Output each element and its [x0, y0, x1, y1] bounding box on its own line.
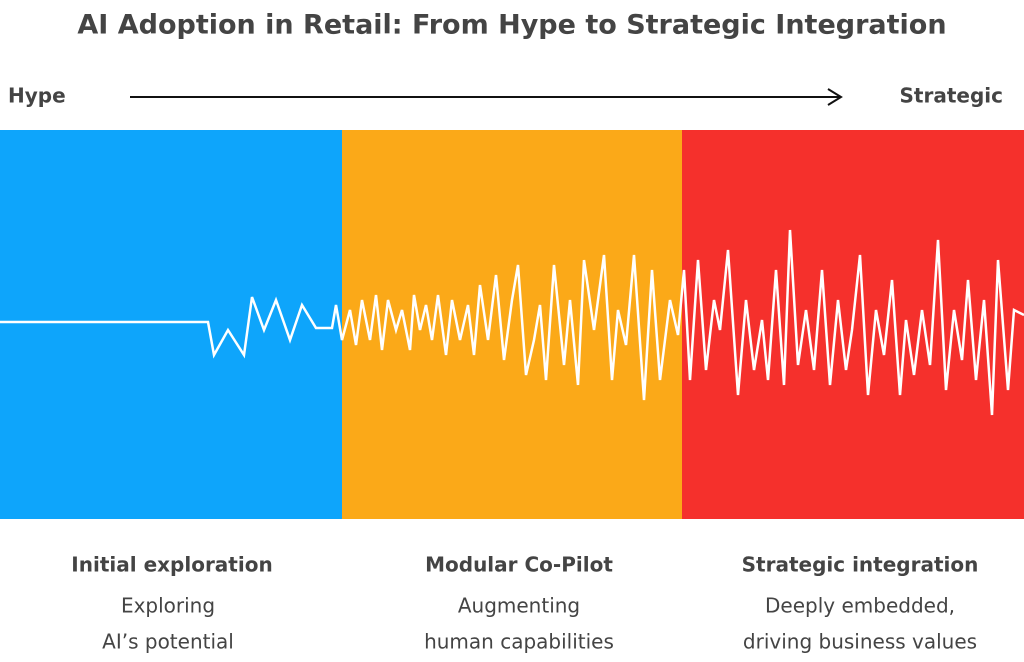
axis-start: Hype	[8, 84, 66, 108]
stage-title: Initial exploration	[71, 553, 272, 577]
arrow-head	[827, 88, 843, 106]
wave	[0, 229, 1024, 416]
stage-line: driving business values	[743, 630, 977, 654]
stage-title: Strategic integration	[742, 553, 979, 577]
stage-line: Deeply embedded,	[765, 594, 955, 618]
panel-orange	[342, 130, 682, 519]
stage-line: human capabilities	[424, 630, 614, 654]
panel-blue	[0, 130, 342, 519]
title: AI Adoption in Retail: From Hype to Stra…	[77, 10, 946, 41]
stage-line: AI’s potential	[102, 630, 234, 654]
axis-end: Strategic	[900, 84, 1003, 108]
stage-line: Augmenting	[458, 594, 580, 618]
stage-title: Modular Co-Pilot	[425, 553, 613, 577]
stage-line: Exploring	[121, 594, 215, 618]
